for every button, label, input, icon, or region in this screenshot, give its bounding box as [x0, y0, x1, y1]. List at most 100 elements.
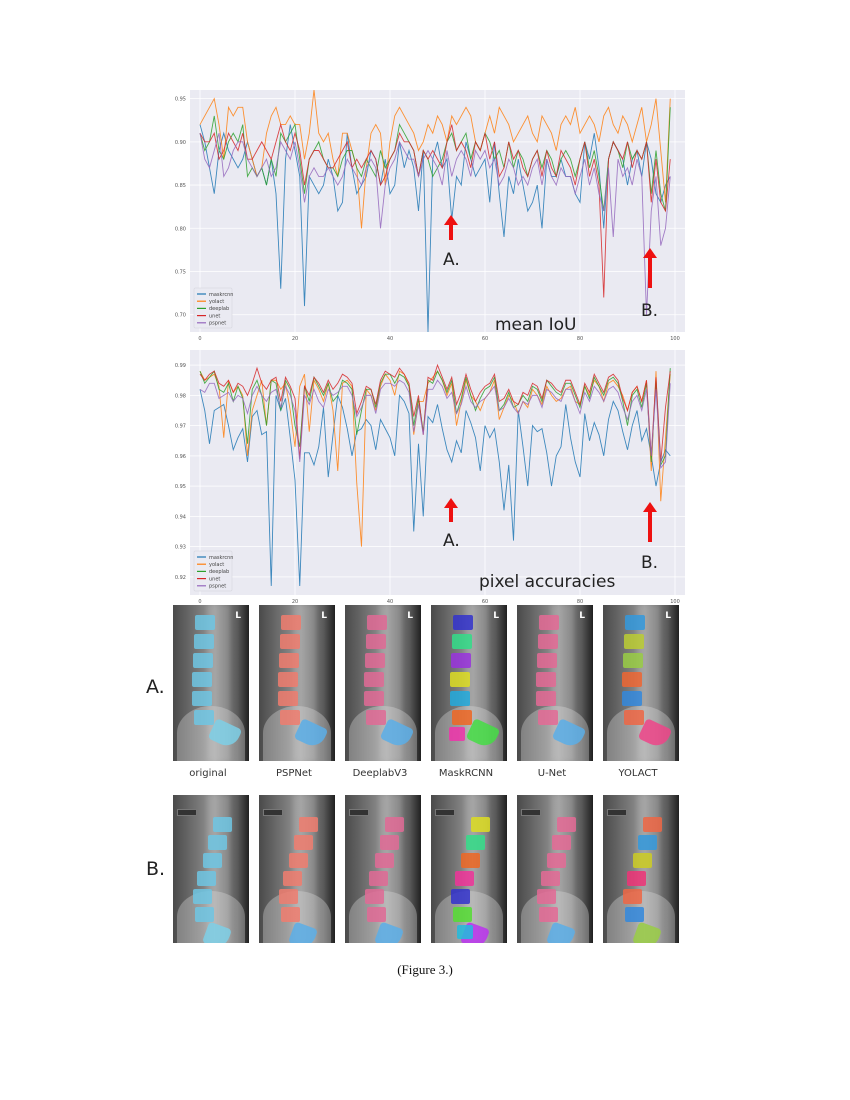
image-tag [177, 809, 197, 816]
annotation-arrow-b: B. [641, 502, 658, 573]
y-tick-label: 0.96 [175, 454, 186, 460]
vertebra-mask [364, 672, 384, 687]
xray-image-pspnet-a: L [259, 605, 335, 761]
vertebra-mask [449, 727, 465, 741]
orientation-marker: L [579, 611, 585, 621]
x-tick-label: 20 [292, 599, 298, 605]
series-line-maskrcnn [199, 124, 671, 333]
vertebra-mask [280, 634, 300, 649]
vertebra-mask [364, 691, 384, 706]
vertebra-mask [622, 672, 642, 687]
image-tag [435, 809, 455, 816]
row-label-a: A. [146, 676, 165, 698]
vertebra-mask [538, 634, 558, 649]
x-tick-label: 20 [292, 336, 298, 342]
vertebra-mask [453, 907, 472, 922]
vertebra-mask [557, 817, 576, 832]
vertebra-mask [624, 634, 644, 649]
vertebra-mask [643, 817, 662, 832]
xray-image-yolact-a: L [603, 605, 679, 761]
vertebra-mask [192, 691, 212, 706]
y-tick-label: 0.70 [175, 313, 186, 319]
vertebra-mask [279, 653, 299, 668]
vertebra-mask [536, 691, 556, 706]
orientation-marker: L [235, 611, 241, 621]
xray-image-pspnet-b [259, 795, 335, 943]
legend-label-unet: unet [209, 313, 220, 319]
series-line-unet [199, 363, 671, 462]
x-tick-label: 40 [387, 599, 393, 605]
x-tick-label: 60 [482, 336, 488, 342]
vertebra-mask [627, 871, 646, 886]
vertebra-mask [192, 672, 212, 687]
y-tick-label: 0.90 [175, 140, 186, 146]
vertebra-mask [623, 653, 643, 668]
pixel-accuracy-chart: 0.92 0.93 0.94 0.95 0.96 0.97 0.98 0.99 0 20 40 60 8… [150, 350, 685, 608]
vertebra-mask [385, 817, 404, 832]
vertebra-mask [539, 907, 558, 922]
xray-image-deeplabv3-a: L [345, 605, 421, 761]
mean-iou-plot: 0.70 0.75 0.80 0.85 0.90 0.95 0 20 40 60 80 100 mask… [175, 90, 685, 342]
xray-image-maskrcnn-a: L [431, 605, 507, 761]
vertebra-mask [450, 672, 470, 687]
vertebra-mask [380, 835, 399, 850]
mean-iou-chart: 0.70 0.75 0.80 0.85 0.90 0.95 0 20 40 60 80 100 mask… [150, 90, 685, 345]
annotation-arrow-b: B. [641, 248, 658, 321]
column-label-unet: U-Net [537, 768, 567, 779]
y-tick-label: 0.99 [175, 363, 186, 369]
legend-label-unet: unet [209, 576, 220, 582]
vertebra-mask [451, 653, 471, 668]
orientation-marker: L [665, 611, 671, 621]
legend-label-pspnet: pspnet [209, 321, 226, 327]
vertebra-mask [624, 710, 644, 725]
vertebra-mask [278, 672, 298, 687]
y-tick-label: 0.85 [175, 183, 186, 189]
vertebra-mask [281, 907, 300, 922]
vertebra-mask [193, 889, 212, 904]
vertebra-mask [537, 889, 556, 904]
column-label-maskrcnn: MaskRCNN [438, 768, 494, 779]
vertebra-mask [466, 835, 485, 850]
column-label-yolact: YOLACT [618, 768, 658, 779]
legend-label-yolact: yolact [209, 562, 224, 568]
vertebra-mask [547, 853, 566, 868]
xray-image-yolact-b [603, 795, 679, 943]
x-tick-label: 40 [387, 336, 393, 342]
vertebra-mask [278, 691, 298, 706]
y-tick-label: 0.92 [175, 575, 186, 581]
vertebra-mask [539, 615, 559, 630]
figure-caption: (Figure 3.) [397, 962, 453, 977]
y-tick-label: 0.97 [175, 424, 186, 430]
vertebra-mask [552, 835, 571, 850]
annotation-arrow-a: A. [443, 215, 460, 270]
y-tick-label: 0.75 [175, 270, 186, 276]
series-line-pspnet [199, 133, 671, 315]
vertebra-mask [367, 615, 387, 630]
y-tick-label: 0.98 [175, 393, 186, 399]
vertebra-mask [638, 835, 657, 850]
x-tick-label: 80 [577, 599, 583, 605]
vertebra-mask [197, 871, 216, 886]
legend-label-yolact: yolact [209, 299, 224, 305]
x-tick-label: 100 [670, 336, 680, 342]
x-tick-label: 80 [577, 336, 583, 342]
vertebra-mask [294, 835, 313, 850]
xray-image-unet-a: L [517, 605, 593, 761]
xray-image-maskrcnn-b [431, 795, 507, 943]
vertebra-mask [471, 817, 490, 832]
vertebra-mask [538, 710, 558, 725]
y-tick-label: 0.95 [175, 484, 186, 490]
x-tick-label: 0 [198, 336, 201, 342]
vertebra-mask [625, 615, 645, 630]
vertebra-mask [461, 853, 480, 868]
vertebra-mask [623, 889, 642, 904]
vertebra-mask [541, 871, 560, 886]
vertebra-mask [633, 853, 652, 868]
series-line-pspnet [199, 379, 671, 470]
plot-background [190, 90, 685, 332]
vertebra-mask [283, 871, 302, 886]
xray-image-deeplabv3-b [345, 795, 421, 943]
pixel-accuracy-plot: 0.92 0.93 0.94 0.95 0.96 0.97 0.98 0.99 0 20 40 60 8… [175, 350, 685, 605]
annotation-label: B. [641, 553, 658, 573]
